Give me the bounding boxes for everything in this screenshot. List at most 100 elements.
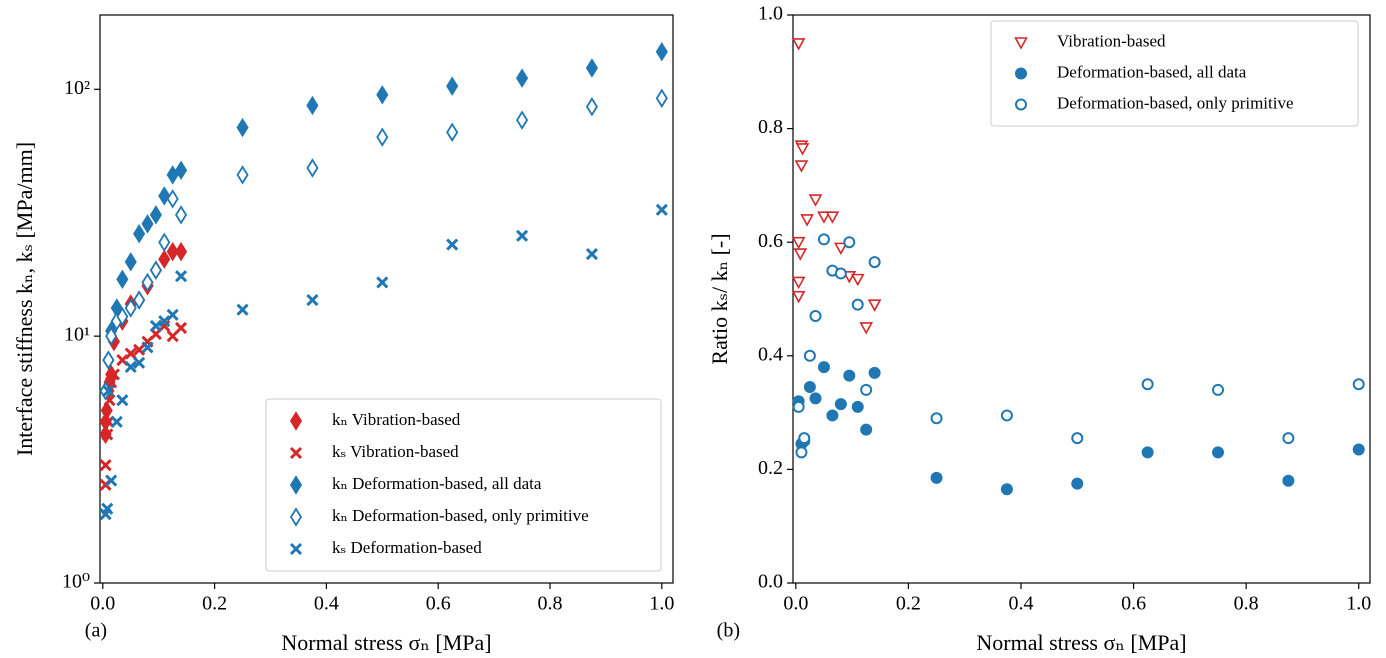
data-point bbox=[149, 205, 162, 225]
y-axis-label: Ratio kₛ/ kₙ [-] bbox=[707, 233, 732, 364]
legend-label: kₛ Vibration-based bbox=[332, 442, 459, 461]
data-point bbox=[1352, 378, 1365, 391]
data-point bbox=[149, 260, 162, 280]
data-point bbox=[133, 356, 146, 369]
data-point bbox=[141, 341, 154, 354]
data-point bbox=[116, 269, 129, 289]
data-point bbox=[124, 360, 137, 374]
data-point bbox=[1282, 432, 1295, 445]
data-point bbox=[792, 400, 805, 413]
plot-frame bbox=[792, 14, 1371, 584]
data-point bbox=[809, 392, 822, 405]
legend-box bbox=[990, 20, 1359, 127]
legend-marker bbox=[289, 411, 303, 431]
y-tick-label: 10² bbox=[64, 77, 90, 99]
data-point bbox=[834, 398, 847, 411]
data-point bbox=[376, 276, 389, 289]
legend-label: kₙ Deformation-based, only primitive bbox=[332, 506, 589, 525]
x-tick-label: 0.0 bbox=[783, 593, 808, 615]
data-point bbox=[124, 347, 137, 360]
data-point bbox=[793, 248, 808, 261]
data-point bbox=[166, 308, 179, 321]
x-axis-label: Normal stress σₙ [MPa] bbox=[281, 630, 491, 655]
data-point bbox=[791, 38, 806, 51]
x-tick-label: 1.0 bbox=[1346, 593, 1371, 615]
data-point bbox=[843, 236, 856, 249]
data-point bbox=[843, 369, 856, 382]
data-point bbox=[236, 165, 249, 185]
legend-marker bbox=[1014, 37, 1028, 50]
data-point bbox=[1071, 432, 1084, 445]
x-tick-label: 1.0 bbox=[649, 593, 674, 615]
legend-box bbox=[265, 398, 662, 572]
y-axis-label: Interface stiffness kₙ, kₛ [MPa/mm] bbox=[12, 142, 37, 456]
data-point bbox=[306, 294, 319, 307]
data-point bbox=[376, 127, 389, 147]
y-tick-label: 10⁰ bbox=[62, 571, 90, 593]
data-point bbox=[133, 290, 146, 310]
x-tick-label: 0.8 bbox=[538, 593, 563, 615]
data-point bbox=[110, 415, 123, 428]
data-point bbox=[376, 85, 389, 105]
panel-label: (a) bbox=[85, 620, 107, 642]
data-point bbox=[817, 361, 830, 374]
x-tick-label: 0.4 bbox=[1008, 593, 1033, 615]
data-point bbox=[102, 384, 115, 397]
data-point bbox=[166, 189, 179, 209]
plot-frame bbox=[99, 14, 674, 584]
data-point bbox=[116, 394, 129, 407]
data-point bbox=[105, 474, 118, 487]
data-point bbox=[516, 68, 529, 88]
data-point bbox=[1141, 378, 1154, 391]
data-point bbox=[1000, 483, 1013, 496]
data-point bbox=[655, 42, 668, 62]
y-tick-label: 0.8 bbox=[758, 116, 783, 138]
data-point bbox=[99, 459, 112, 472]
data-point bbox=[826, 409, 839, 422]
data-point bbox=[798, 432, 811, 445]
data-point bbox=[851, 400, 864, 413]
data-point bbox=[306, 95, 319, 116]
y-tick-label: 0.0 bbox=[758, 571, 783, 593]
y-tick-label: 0.2 bbox=[758, 457, 783, 479]
data-point bbox=[101, 428, 114, 441]
legend-label: kₛ Deformation-based bbox=[332, 538, 482, 557]
x-tick-label: 0.6 bbox=[1121, 593, 1146, 615]
data-point bbox=[158, 186, 171, 206]
data-point bbox=[585, 58, 599, 78]
legend-label: Vibration-based bbox=[1057, 31, 1166, 50]
data-point bbox=[166, 165, 179, 185]
data-point bbox=[833, 242, 848, 256]
data-point bbox=[851, 298, 864, 311]
data-point bbox=[105, 326, 118, 346]
data-point bbox=[808, 194, 823, 207]
data-point bbox=[655, 88, 668, 108]
legend-marker bbox=[289, 507, 303, 527]
data-point bbox=[860, 423, 873, 436]
legend-label: Deformation-based, all data bbox=[1057, 62, 1247, 81]
data-point bbox=[236, 117, 249, 138]
data-point bbox=[791, 276, 806, 290]
data-point bbox=[1141, 446, 1154, 459]
data-point bbox=[850, 273, 865, 287]
data-point bbox=[795, 446, 808, 459]
y-tick-label: 1.0 bbox=[758, 3, 783, 25]
data-point bbox=[174, 241, 188, 262]
x-tick-label: 0.6 bbox=[426, 593, 451, 615]
legend-marker bbox=[289, 446, 303, 460]
data-point bbox=[794, 160, 809, 173]
y-tick-label: 0.4 bbox=[758, 343, 783, 365]
data-point bbox=[102, 350, 115, 370]
data-point bbox=[133, 224, 146, 244]
data-point bbox=[236, 303, 249, 316]
data-point bbox=[149, 319, 162, 332]
data-point bbox=[1000, 409, 1013, 422]
data-point bbox=[141, 214, 154, 234]
data-point bbox=[809, 310, 822, 323]
data-point bbox=[825, 211, 840, 224]
data-point bbox=[174, 321, 188, 334]
data-point bbox=[446, 122, 459, 142]
data-point bbox=[930, 412, 943, 425]
legend-label: kₙ Vibration-based bbox=[332, 410, 461, 429]
